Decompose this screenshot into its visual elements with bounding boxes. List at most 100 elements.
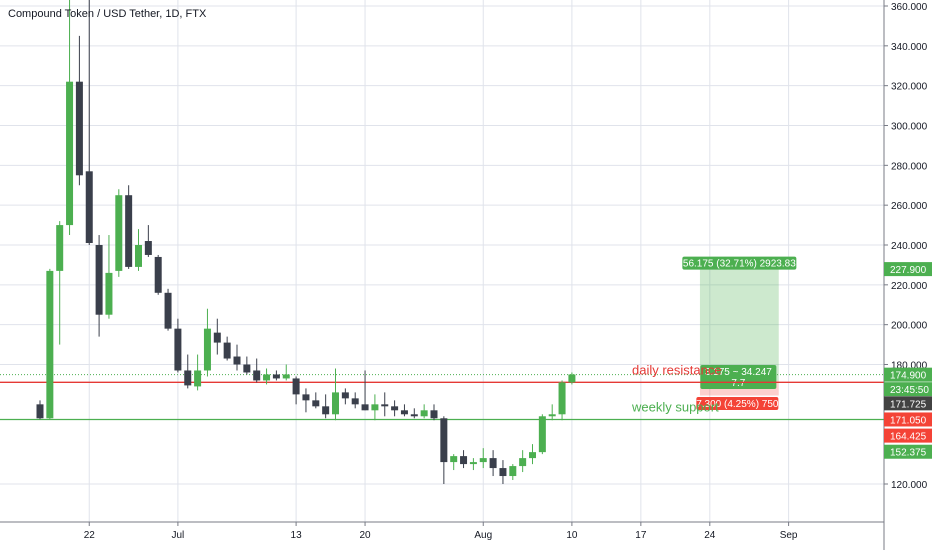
- candle: [184, 354, 192, 389]
- candle: [479, 448, 487, 469]
- price-tag: 23:45:50: [884, 382, 932, 397]
- candle: [430, 404, 438, 421]
- candle-body: [538, 416, 546, 453]
- candle-body: [223, 342, 231, 359]
- candle: [272, 370, 280, 381]
- candle: [95, 235, 103, 337]
- candle: [253, 358, 261, 383]
- candle-body: [332, 392, 339, 415]
- candle-body: [174, 328, 182, 371]
- candle-body: [440, 418, 448, 463]
- y-tick-label: 340.000: [891, 42, 928, 53]
- candle-body: [154, 256, 162, 293]
- candle: [203, 308, 211, 377]
- candle: [519, 450, 527, 473]
- x-tick-label: Aug: [474, 530, 492, 541]
- candle: [312, 392, 320, 409]
- candle-body: [213, 332, 221, 343]
- candle-body: [105, 272, 113, 315]
- candle-body: [85, 171, 93, 244]
- y-tick-label: 200.000: [891, 321, 928, 332]
- candle-body: [341, 392, 349, 399]
- candle-body: [460, 456, 468, 465]
- candle-body: [203, 328, 211, 371]
- price-tag: 152.375: [884, 444, 932, 459]
- candle-body: [489, 458, 497, 469]
- weekly-support-label: weekly support: [631, 400, 719, 415]
- candle: [351, 392, 359, 409]
- candle: [489, 450, 497, 477]
- candle: [194, 354, 202, 391]
- position-stop-label-text: 7.300 (4.25%) 750: [696, 399, 779, 410]
- candle-body: [568, 374, 576, 383]
- position-tool[interactable]: 56.175 (32.71%) 2923.83 3.175 ~ 34.2477.7…: [682, 256, 797, 411]
- position-profit-zone[interactable]: [699, 269, 779, 381]
- candle-body: [282, 374, 290, 379]
- candle-body: [469, 462, 477, 465]
- candle-body: [194, 370, 202, 387]
- price-tag-bg: [884, 396, 932, 411]
- position-target-label-text: 56.175 (32.71%) 2923.83: [683, 259, 796, 270]
- candle-body: [115, 195, 123, 271]
- candle: [243, 356, 251, 375]
- candle: [341, 388, 349, 405]
- candle-body: [410, 414, 418, 417]
- position-target-label-bg: [682, 256, 797, 270]
- candle: [46, 268, 54, 420]
- x-tick-label: 17: [635, 530, 647, 541]
- candle-body: [75, 81, 83, 176]
- candle: [292, 376, 300, 405]
- position-entry-label-bg: [700, 364, 777, 389]
- candle: [223, 336, 231, 361]
- candle: [332, 368, 339, 421]
- candle: [282, 364, 290, 381]
- position-entry-label-line2: 7.7: [731, 378, 745, 389]
- candle-body: [420, 410, 428, 417]
- price-tag-bg: [884, 367, 932, 382]
- position-entry-label-line1: 3.175 ~ 34.247: [705, 367, 772, 378]
- candle-body: [184, 370, 192, 386]
- price-tag-text: 171.050: [890, 415, 927, 426]
- candle-body: [144, 241, 152, 255]
- daily-resistance-label: daily resistance: [632, 362, 722, 377]
- candle-body: [272, 374, 280, 379]
- candle-body: [479, 458, 487, 463]
- candle-body: [351, 398, 359, 405]
- price-tag-text: 174.900: [890, 371, 927, 382]
- candle-body: [558, 382, 566, 415]
- candle-body: [529, 452, 536, 459]
- candle: [509, 464, 517, 481]
- candle-body: [66, 81, 74, 226]
- x-tick-label: Jul: [172, 530, 185, 541]
- y-tick-label: 220.000: [891, 281, 928, 292]
- candle-body: [391, 406, 399, 411]
- y-tick-label: 180.000: [891, 361, 928, 372]
- position-stop-label: 7.300 (4.25%) 750: [696, 397, 779, 411]
- candle-body: [253, 370, 261, 381]
- candle-body: [509, 466, 517, 477]
- price-tag: 174.900: [884, 367, 932, 382]
- candle: [361, 370, 369, 411]
- candle-body: [46, 270, 54, 419]
- candle-body: [36, 404, 44, 419]
- x-tick-label: 20: [359, 530, 371, 541]
- position-stop-label-bg: [696, 397, 779, 411]
- price-tag-text: 227.900: [890, 265, 927, 276]
- price-tag: 171.050: [884, 412, 932, 427]
- candle: [499, 460, 507, 484]
- candle: [105, 235, 113, 319]
- candle-body: [548, 414, 556, 417]
- y-tick-label: 360.000: [891, 2, 928, 13]
- price-tag-bg: [884, 444, 932, 459]
- candle-body: [519, 458, 527, 467]
- candle: [558, 380, 566, 421]
- price-tag-bg: [884, 262, 932, 277]
- candle: [135, 229, 142, 271]
- y-tick-label: 320.000: [891, 82, 928, 93]
- candle: [469, 458, 477, 471]
- candle-body: [56, 225, 64, 271]
- candle: [125, 185, 133, 269]
- candle-body: [322, 406, 330, 415]
